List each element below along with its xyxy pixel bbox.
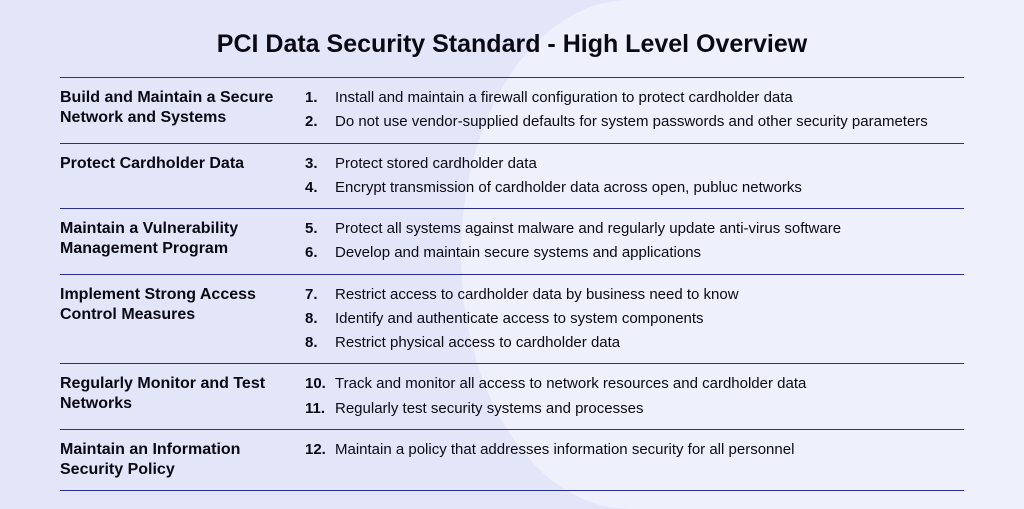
requirement-number: 4.	[305, 178, 335, 198]
requirement-number: 3.	[305, 154, 335, 174]
requirement-number: 10.	[305, 374, 335, 394]
requirement-number: 5.	[305, 219, 335, 239]
requirements-list: 12. Maintain a policy that addresses inf…	[305, 440, 964, 460]
requirement-number: 11.	[305, 399, 335, 419]
requirement-item: 1. Install and maintain a firewall confi…	[305, 88, 964, 108]
page-title: PCI Data Security Standard - High Level …	[60, 30, 964, 59]
requirement-item: 7. Restrict access to cardholder data by…	[305, 285, 964, 305]
requirement-text: Do not use vendor-supplied defaults for …	[335, 112, 928, 132]
requirement-text: Regularly test security systems and proc…	[335, 399, 643, 419]
requirement-text: Maintain a policy that addresses informa…	[335, 440, 794, 460]
requirement-text: Track and monitor all access to network …	[335, 374, 806, 394]
requirement-number: 8.	[305, 333, 335, 353]
section-title: Maintain a Vulnerability Management Prog…	[60, 219, 305, 259]
requirement-text: Restrict access to cardholder data by bu…	[335, 285, 739, 305]
requirement-text: Protect all systems against malware and …	[335, 219, 841, 239]
requirement-item: 10. Track and monitor all access to netw…	[305, 374, 964, 394]
requirements-list: 1. Install and maintain a firewall confi…	[305, 88, 964, 133]
requirement-text: Identify and authenticate access to syst…	[335, 309, 704, 329]
requirement-text: Develop and maintain secure systems and …	[335, 243, 701, 263]
section-row: Regularly Monitor and Test Networks 10. …	[60, 363, 964, 429]
requirement-number: 8.	[305, 309, 335, 329]
requirement-item: 11. Regularly test security systems and …	[305, 399, 964, 419]
section-row: Implement Strong Access Control Measures…	[60, 274, 964, 364]
requirement-item: 8. Identify and authenticate access to s…	[305, 309, 964, 329]
section-title: Maintain an Information Security Policy	[60, 440, 305, 480]
requirement-number: 6.	[305, 243, 335, 263]
requirement-number: 2.	[305, 112, 335, 132]
section-title: Regularly Monitor and Test Networks	[60, 374, 305, 414]
requirement-text: Encrypt transmission of cardholder data …	[335, 178, 802, 198]
section-title: Implement Strong Access Control Measures	[60, 285, 305, 325]
requirement-item: 8. Restrict physical access to cardholde…	[305, 333, 964, 353]
section-row: Maintain an Information Security Policy …	[60, 429, 964, 491]
requirements-list: 5. Protect all systems against malware a…	[305, 219, 964, 264]
requirements-list: 10. Track and monitor all access to netw…	[305, 374, 964, 419]
requirement-number: 1.	[305, 88, 335, 108]
section-row: Build and Maintain a Secure Network and …	[60, 77, 964, 143]
requirement-number: 12.	[305, 440, 335, 460]
content-container: PCI Data Security Standard - High Level …	[0, 0, 1024, 509]
requirement-item: 6. Develop and maintain secure systems a…	[305, 243, 964, 263]
requirements-list: 3. Protect stored cardholder data 4. Enc…	[305, 154, 964, 199]
requirement-item: 2. Do not use vendor-supplied defaults f…	[305, 112, 964, 132]
requirement-number: 7.	[305, 285, 335, 305]
requirement-text: Protect stored cardholder data	[335, 154, 537, 174]
requirement-item: 12. Maintain a policy that addresses inf…	[305, 440, 964, 460]
requirement-text: Restrict physical access to cardholder d…	[335, 333, 620, 353]
section-title: Protect Cardholder Data	[60, 154, 305, 174]
requirement-item: 5. Protect all systems against malware a…	[305, 219, 964, 239]
section-title: Build and Maintain a Secure Network and …	[60, 88, 305, 128]
section-row: Maintain a Vulnerability Management Prog…	[60, 208, 964, 274]
section-row: Protect Cardholder Data 3. Protect store…	[60, 143, 964, 209]
requirements-list: 7. Restrict access to cardholder data by…	[305, 285, 964, 354]
requirement-item: 3. Protect stored cardholder data	[305, 154, 964, 174]
requirement-text: Install and maintain a firewall configur…	[335, 88, 793, 108]
requirement-item: 4. Encrypt transmission of cardholder da…	[305, 178, 964, 198]
